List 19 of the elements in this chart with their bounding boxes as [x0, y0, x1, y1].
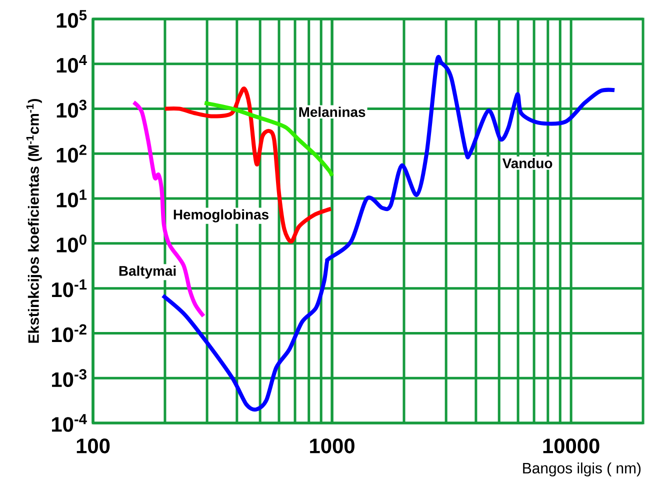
series-label: Baltymai	[119, 266, 176, 279]
series-label: Vanduo	[502, 158, 552, 168]
series-label: Melaninas	[299, 106, 366, 117]
y-tick-label: 10$^{1}$	[56, 190, 87, 208]
y-axis-title: Ekstinkcijos koeficientas (M$^{-1}$cm$^{-1}$)	[26, 98, 42, 343]
y-tick-label: 10$^{5}$	[56, 10, 87, 28]
y-tick-label: 10$^{-4}$	[52, 414, 87, 432]
x-tick-label: 1000	[310, 438, 354, 454]
x-tick-label: 100	[76, 438, 110, 454]
x-axis-title: Bangos ilgis ( nm)	[523, 462, 641, 476]
y-tick-label: 10$^{4}$	[56, 54, 87, 73]
x-tick-label: 10000	[543, 438, 600, 454]
series-label: Hemoglobinas	[174, 209, 268, 222]
y-tick-label: 10$^{3}$	[56, 100, 86, 118]
y-tick-label: 10$^{-2}$	[52, 324, 86, 342]
y-tick-label: 10$^{-3}$	[52, 369, 86, 388]
y-tick-label: 10$^{0}$	[56, 234, 86, 252]
y-tick-label: 10$^{-1}$	[52, 279, 87, 298]
y-tick-label: 10$^{2}$	[56, 144, 86, 163]
